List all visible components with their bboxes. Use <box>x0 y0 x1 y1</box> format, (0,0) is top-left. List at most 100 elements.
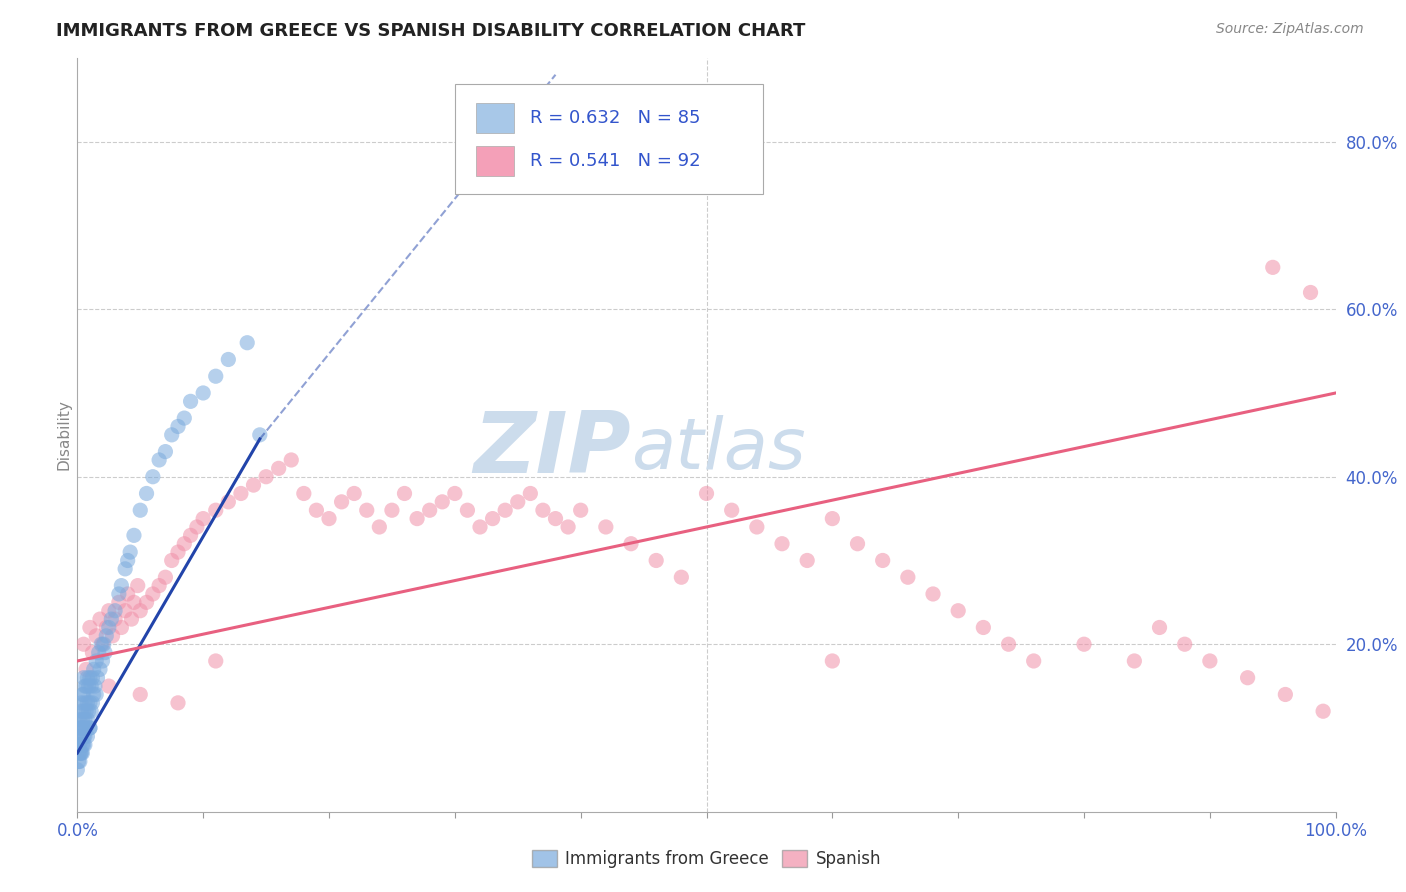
Point <box>72 738 94 752</box>
Point <box>406 511 429 525</box>
Point <box>148 578 170 592</box>
Point <box>1299 285 1322 300</box>
Point <box>1123 654 1146 668</box>
Point <box>544 511 567 525</box>
Point <box>76 713 98 727</box>
Point <box>122 595 145 609</box>
Point <box>204 654 226 668</box>
Point <box>129 604 152 618</box>
Point <box>82 696 104 710</box>
Point <box>531 503 554 517</box>
Point <box>142 469 165 483</box>
Point <box>80 704 103 718</box>
Point <box>330 495 353 509</box>
Point <box>69 746 91 760</box>
Point <box>394 486 416 500</box>
Point <box>104 604 127 618</box>
Point <box>620 537 643 551</box>
Point <box>79 620 101 634</box>
Point <box>494 503 516 517</box>
Point <box>84 654 107 668</box>
Point <box>796 553 818 567</box>
Text: Source: ZipAtlas.com: Source: ZipAtlas.com <box>1216 22 1364 37</box>
Point <box>155 570 177 584</box>
Point <box>846 537 869 551</box>
Point <box>86 671 108 685</box>
Point <box>114 562 136 576</box>
Point <box>922 587 945 601</box>
Point <box>180 394 202 409</box>
Point <box>120 545 142 559</box>
Point <box>948 604 970 618</box>
Point <box>204 503 226 517</box>
Point <box>91 637 114 651</box>
Point <box>79 721 101 735</box>
Text: R = 0.541   N = 92: R = 0.541 N = 92 <box>530 153 702 170</box>
Point <box>120 612 142 626</box>
Point <box>75 704 97 718</box>
Point <box>110 620 132 634</box>
Point <box>72 704 94 718</box>
Legend: Immigrants from Greece, Spanish: Immigrants from Greece, Spanish <box>526 844 887 875</box>
Point <box>84 679 107 693</box>
Point <box>76 671 98 685</box>
Point <box>96 620 118 634</box>
Point <box>368 520 391 534</box>
Point <box>180 528 202 542</box>
Point <box>1199 654 1222 668</box>
Point <box>242 478 264 492</box>
Point <box>142 587 165 601</box>
Point <box>236 335 259 350</box>
Point <box>108 587 131 601</box>
Point <box>82 646 104 660</box>
Point <box>72 738 94 752</box>
Point <box>897 570 920 584</box>
Point <box>671 570 693 584</box>
Point <box>129 503 152 517</box>
Point <box>506 495 529 509</box>
Point <box>97 604 120 618</box>
Point <box>1174 637 1197 651</box>
Point <box>72 746 94 760</box>
Point <box>148 453 170 467</box>
Point <box>127 578 149 592</box>
Point <box>91 654 114 668</box>
Point <box>972 620 994 634</box>
Point <box>83 688 105 702</box>
Point <box>1073 637 1095 651</box>
Point <box>292 486 315 500</box>
Point <box>89 612 111 626</box>
Point <box>104 612 127 626</box>
Point <box>343 486 366 500</box>
Point <box>186 520 208 534</box>
Point <box>84 688 107 702</box>
Point <box>89 662 111 676</box>
Point <box>73 713 96 727</box>
Point <box>72 637 94 651</box>
Point <box>872 553 894 567</box>
Point <box>821 511 844 525</box>
Point <box>66 763 89 777</box>
Point <box>67 738 90 752</box>
Point <box>267 461 290 475</box>
Point <box>70 721 93 735</box>
Point <box>73 696 96 710</box>
Point <box>280 453 302 467</box>
Point <box>87 646 110 660</box>
Point <box>117 553 139 567</box>
Point <box>173 411 195 425</box>
Point <box>96 629 118 643</box>
Point <box>122 528 145 542</box>
Point <box>75 721 97 735</box>
Point <box>155 444 177 458</box>
Point <box>444 486 467 500</box>
Point <box>83 662 105 676</box>
Text: R = 0.632   N = 85: R = 0.632 N = 85 <box>530 110 700 128</box>
Point <box>167 419 190 434</box>
Point <box>229 486 252 500</box>
Point <box>432 495 454 509</box>
Point <box>100 612 122 626</box>
Point <box>645 553 668 567</box>
Point <box>135 486 157 500</box>
Y-axis label: Disability: Disability <box>56 400 72 470</box>
